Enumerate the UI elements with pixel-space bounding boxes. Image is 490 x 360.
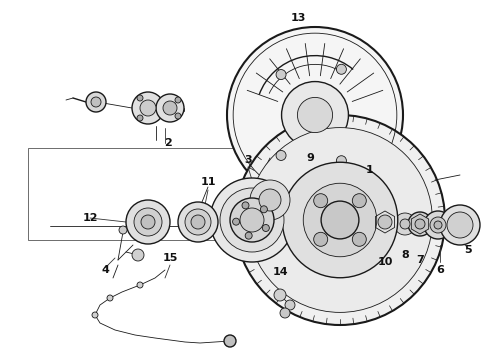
Text: 9: 9 bbox=[306, 153, 314, 163]
Circle shape bbox=[424, 211, 452, 239]
Text: 3: 3 bbox=[244, 155, 252, 165]
Circle shape bbox=[210, 178, 294, 262]
Circle shape bbox=[132, 92, 164, 124]
Polygon shape bbox=[411, 214, 429, 234]
Circle shape bbox=[191, 215, 205, 229]
Text: 5: 5 bbox=[464, 245, 472, 255]
Circle shape bbox=[242, 202, 249, 209]
Circle shape bbox=[447, 212, 473, 238]
Circle shape bbox=[337, 156, 346, 166]
Circle shape bbox=[137, 95, 143, 101]
Circle shape bbox=[408, 212, 432, 236]
Circle shape bbox=[314, 232, 328, 246]
Circle shape bbox=[247, 127, 432, 312]
Text: 15: 15 bbox=[162, 253, 178, 263]
Circle shape bbox=[137, 282, 143, 288]
Circle shape bbox=[394, 213, 416, 235]
Circle shape bbox=[400, 219, 410, 229]
Circle shape bbox=[280, 308, 290, 318]
Circle shape bbox=[250, 180, 290, 220]
Circle shape bbox=[126, 200, 170, 244]
Text: 4: 4 bbox=[101, 265, 109, 275]
Text: 14: 14 bbox=[272, 267, 288, 277]
Circle shape bbox=[276, 150, 286, 161]
Circle shape bbox=[178, 202, 218, 242]
Circle shape bbox=[274, 289, 286, 301]
Circle shape bbox=[235, 115, 445, 325]
Circle shape bbox=[440, 205, 480, 245]
Text: 7: 7 bbox=[416, 255, 424, 265]
Circle shape bbox=[132, 249, 144, 261]
Circle shape bbox=[378, 215, 392, 229]
Circle shape bbox=[415, 219, 425, 229]
Circle shape bbox=[134, 208, 162, 236]
Circle shape bbox=[141, 215, 155, 229]
Circle shape bbox=[352, 194, 367, 208]
Text: 2: 2 bbox=[164, 138, 172, 148]
Circle shape bbox=[227, 27, 403, 203]
Circle shape bbox=[372, 209, 398, 235]
Circle shape bbox=[297, 98, 333, 132]
Text: 1: 1 bbox=[366, 165, 374, 175]
Circle shape bbox=[285, 300, 295, 310]
Text: 6: 6 bbox=[436, 265, 444, 275]
Circle shape bbox=[282, 162, 398, 278]
Circle shape bbox=[240, 208, 264, 232]
Circle shape bbox=[430, 217, 446, 233]
Circle shape bbox=[86, 92, 106, 112]
Circle shape bbox=[259, 189, 281, 211]
Circle shape bbox=[321, 201, 359, 239]
Circle shape bbox=[352, 232, 367, 246]
Text: 12: 12 bbox=[82, 213, 98, 223]
Circle shape bbox=[185, 209, 211, 235]
Circle shape bbox=[107, 295, 113, 301]
Circle shape bbox=[434, 221, 442, 229]
Text: 8: 8 bbox=[401, 250, 409, 260]
Circle shape bbox=[175, 97, 181, 103]
Text: 10: 10 bbox=[377, 257, 392, 267]
Circle shape bbox=[314, 194, 328, 208]
Circle shape bbox=[233, 218, 240, 225]
Circle shape bbox=[137, 115, 143, 121]
Circle shape bbox=[175, 113, 181, 119]
Circle shape bbox=[220, 188, 284, 252]
Text: 11: 11 bbox=[200, 177, 216, 187]
Circle shape bbox=[337, 64, 346, 74]
Circle shape bbox=[140, 100, 156, 116]
Circle shape bbox=[245, 232, 252, 239]
Circle shape bbox=[163, 101, 177, 115]
Circle shape bbox=[91, 97, 101, 107]
Circle shape bbox=[230, 198, 274, 242]
Circle shape bbox=[92, 312, 98, 318]
Circle shape bbox=[303, 183, 377, 257]
Circle shape bbox=[262, 225, 270, 231]
Circle shape bbox=[282, 82, 348, 148]
Circle shape bbox=[156, 94, 184, 122]
Circle shape bbox=[224, 335, 236, 347]
Circle shape bbox=[260, 206, 268, 213]
Text: 13: 13 bbox=[290, 13, 306, 23]
Circle shape bbox=[119, 226, 127, 234]
Circle shape bbox=[276, 69, 286, 80]
